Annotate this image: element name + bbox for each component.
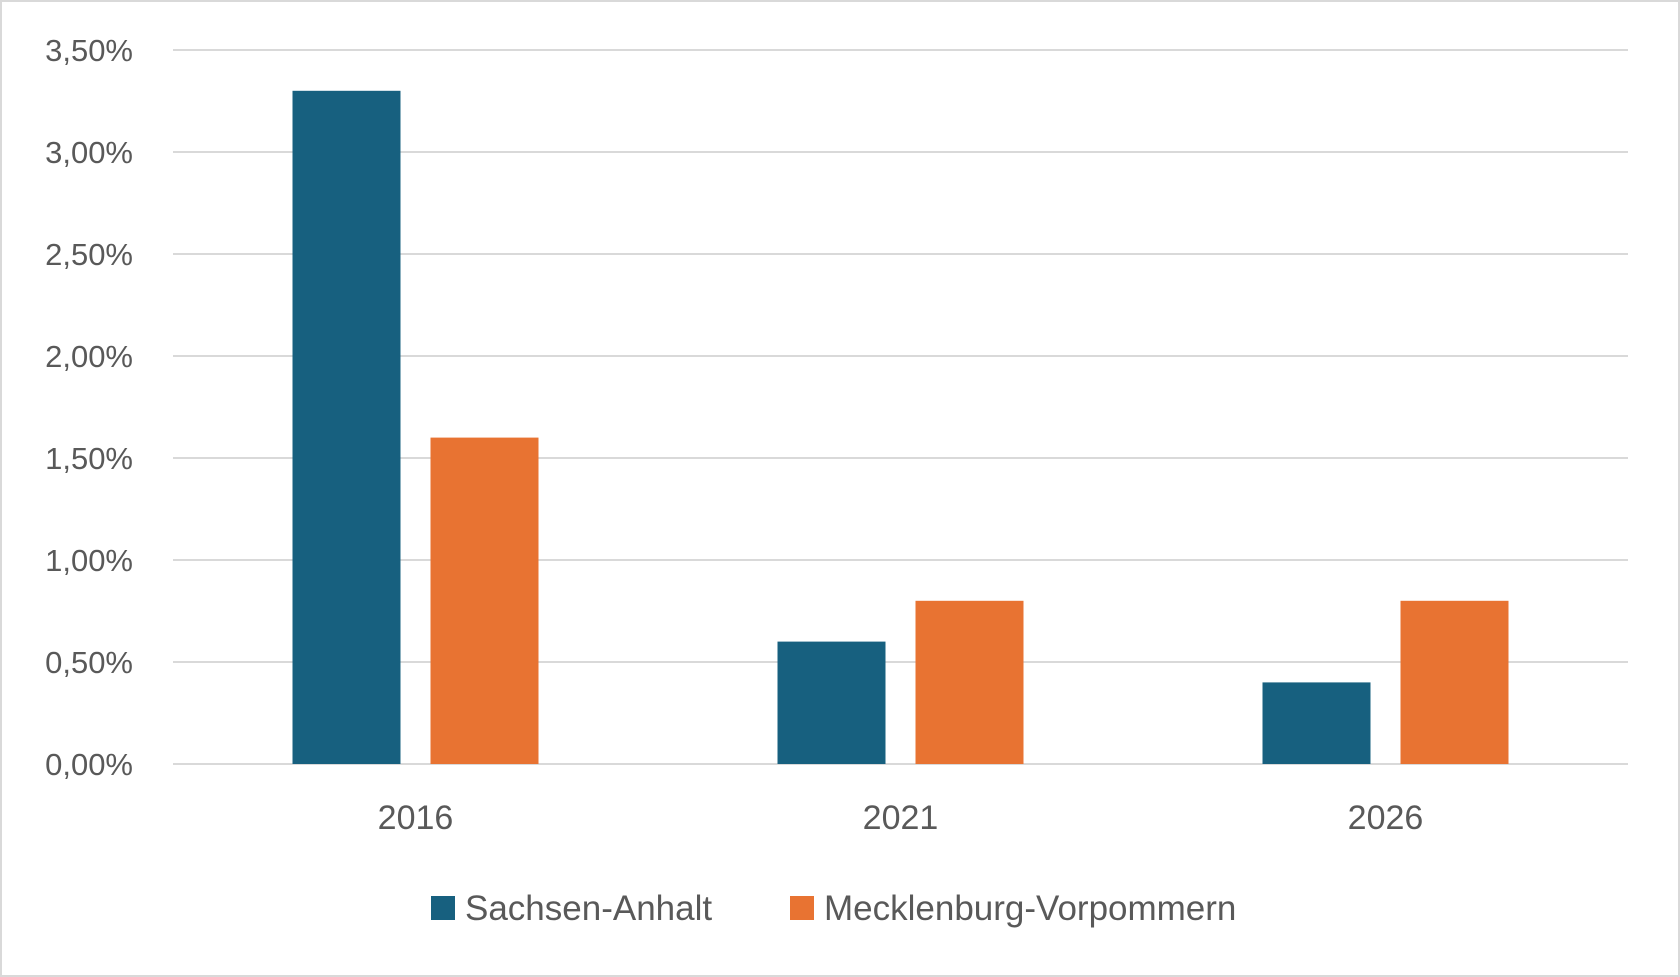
gridlines	[173, 49, 1628, 765]
legend-swatch	[790, 896, 814, 920]
bar-2016-0	[292, 90, 401, 765]
bar-2026-0	[1262, 682, 1371, 764]
legend-label: Sachsen-Anhalt	[465, 889, 712, 928]
bar-2016-1	[430, 437, 539, 764]
y-tick-label: 1,50%	[45, 441, 133, 476]
legend-label: Mecklenburg-Vorpommern	[824, 889, 1236, 928]
y-tick-label: 0,50%	[45, 645, 133, 680]
bar-2026-1	[1400, 600, 1509, 764]
x-category-label: 2026	[1348, 799, 1424, 837]
y-tick-label: 2,00%	[45, 339, 133, 374]
bars	[292, 90, 1509, 765]
x-category-label: 2021	[863, 799, 939, 837]
y-tick-label: 2,50%	[45, 237, 133, 272]
bar-2021-1	[915, 600, 1024, 764]
bar-2021-0	[777, 641, 886, 764]
x-axis-category-labels: 2016 2021 2026	[378, 799, 1424, 837]
y-tick-label: 0,00%	[45, 747, 133, 782]
y-tick-label: 1,00%	[45, 543, 133, 578]
x-category-label: 2016	[378, 799, 454, 837]
y-tick-label: 3,50%	[45, 33, 133, 68]
y-axis-tick-labels: 0,00% 0,50% 1,00% 1,50% 2,00% 2,50% 3,00% 3,50%	[45, 33, 133, 782]
y-tick-label: 3,00%	[45, 135, 133, 170]
legend: Sachsen-Anhalt Mecklenburg-Vorpommern	[431, 889, 1236, 928]
legend-swatch	[431, 896, 455, 920]
